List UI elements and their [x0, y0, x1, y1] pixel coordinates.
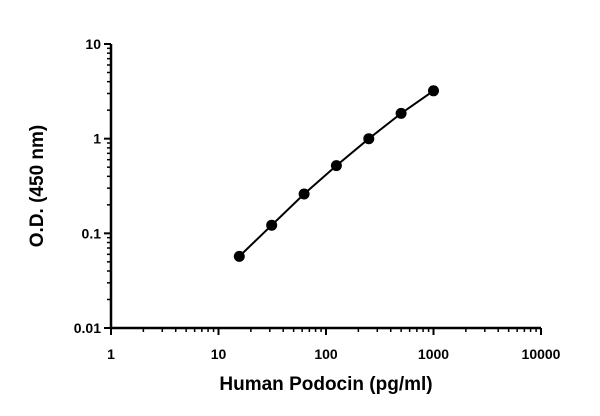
y-tick-label: 0.01 — [74, 320, 101, 336]
ticks — [104, 43, 542, 335]
plot-area — [233, 85, 439, 262]
axes — [109, 44, 541, 330]
data-point — [266, 219, 278, 231]
x-tick-label: 100 — [314, 346, 338, 362]
x-tick-label: 10000 — [522, 346, 561, 362]
x-tick-label: 1000 — [418, 346, 449, 362]
x-tick-label: 1 — [107, 346, 115, 362]
y-axis-title: O.D. (450 nm) — [27, 125, 48, 247]
y-tick-label: 1 — [93, 131, 101, 147]
data-point — [330, 160, 342, 172]
data-point — [233, 250, 245, 262]
y-tick-label: 10 — [85, 36, 101, 52]
data-point — [428, 85, 439, 97]
data-point — [298, 188, 310, 200]
tick-labels: 1 10 100 1000 10000 0.01 0.1 1 10 — [74, 36, 561, 362]
x-axis-title: Human Podocin (pg/ml) — [219, 374, 432, 395]
y-tick-label: 0.1 — [82, 225, 102, 241]
data-point — [395, 107, 407, 119]
x-tick-label: 10 — [211, 346, 227, 362]
data-point — [363, 133, 375, 145]
